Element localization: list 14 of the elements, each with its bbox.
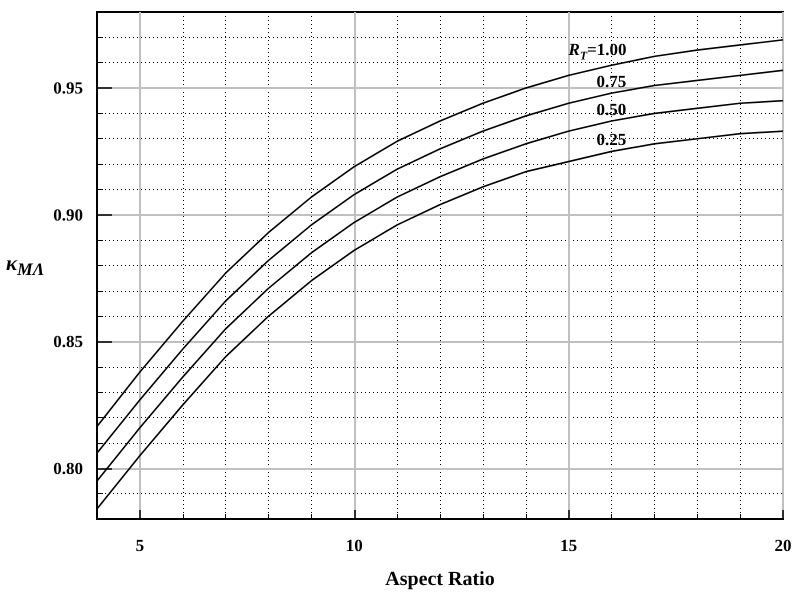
x-axis-title: Aspect Ratio (385, 568, 495, 590)
y-axis-title: κ$_{MΛ}$ (6, 250, 44, 279)
series-label: 0.50 (596, 100, 626, 119)
series-label: 0.25 (596, 130, 626, 150)
series-label: R$_{T}$=1.00 (568, 40, 627, 63)
y-tick-label: 0.95 (53, 78, 83, 98)
x-tick-label: 5 (136, 536, 144, 555)
x-tick-label: 10 (346, 536, 363, 555)
y-tick-label: 0.80 (53, 458, 83, 478)
y-tick-label: 0.90 (53, 205, 83, 224)
y-tick-label: 0.85 (53, 332, 83, 352)
x-tick-label: 20 (774, 536, 792, 555)
series-label: 0.75 (596, 72, 626, 92)
x-tick-label: 15 (560, 536, 578, 555)
